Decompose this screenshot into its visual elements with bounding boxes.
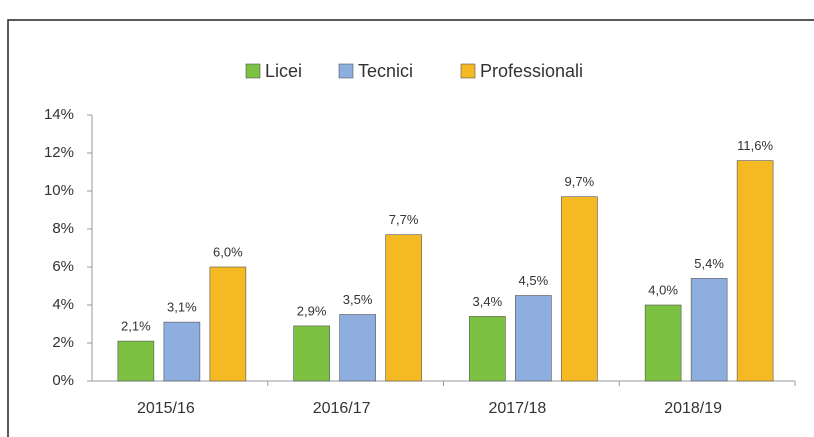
- value-label: 3,5%: [343, 292, 373, 307]
- value-label: 5,4%: [694, 256, 724, 271]
- bar: [385, 234, 422, 382]
- y-tick-label: 4%: [52, 296, 74, 313]
- value-label: 11,6%: [737, 138, 773, 153]
- y-tick-label: 0%: [52, 372, 74, 389]
- bar: [561, 196, 598, 382]
- bar: [293, 325, 330, 382]
- bar: [690, 278, 728, 382]
- bar: [515, 295, 552, 382]
- bar: [339, 314, 376, 382]
- bar: [469, 316, 506, 382]
- value-label: 3,4%: [473, 294, 503, 309]
- value-label: 3,1%: [167, 300, 197, 315]
- bar: [644, 304, 682, 382]
- value-label: 4,5%: [519, 273, 549, 288]
- value-label: 9,7%: [565, 174, 595, 189]
- x-tick-label: 2015/16: [137, 400, 195, 417]
- value-label: 4,0%: [648, 282, 678, 297]
- y-tick-label: 12%: [44, 144, 74, 161]
- bar: [163, 321, 201, 382]
- bar: [736, 160, 774, 382]
- legend-label: Tecnici: [358, 61, 413, 81]
- value-label: 2,1%: [121, 319, 151, 334]
- y-tick-label: 10%: [44, 182, 74, 199]
- bar: [117, 340, 155, 382]
- legend-swatch: [460, 63, 476, 79]
- legend-label: Professionali: [480, 61, 583, 81]
- value-label: 2,9%: [297, 303, 327, 318]
- value-label: 6,0%: [213, 244, 243, 259]
- x-tick-label: 2016/17: [313, 400, 371, 417]
- value-label: 7,7%: [389, 212, 419, 227]
- legend-label: Licei: [265, 61, 302, 81]
- y-tick-label: 6%: [52, 258, 74, 275]
- legend-swatch: [338, 63, 354, 79]
- y-tick-label: 2%: [52, 334, 74, 351]
- y-tick-label: 8%: [52, 220, 74, 237]
- x-tick-label: 2017/18: [488, 400, 546, 417]
- bar: [209, 266, 247, 382]
- legend-swatch: [245, 63, 261, 79]
- y-tick-label: 14%: [44, 106, 74, 123]
- x-tick-label: 2018/19: [664, 400, 722, 417]
